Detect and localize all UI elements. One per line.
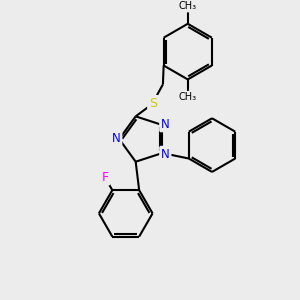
Text: N: N	[161, 148, 170, 160]
Text: CH₃: CH₃	[179, 1, 197, 11]
Text: N: N	[112, 131, 121, 145]
Text: N: N	[161, 118, 170, 130]
Text: F: F	[101, 171, 108, 184]
Text: CH₃: CH₃	[179, 92, 197, 102]
Text: S: S	[149, 97, 157, 110]
